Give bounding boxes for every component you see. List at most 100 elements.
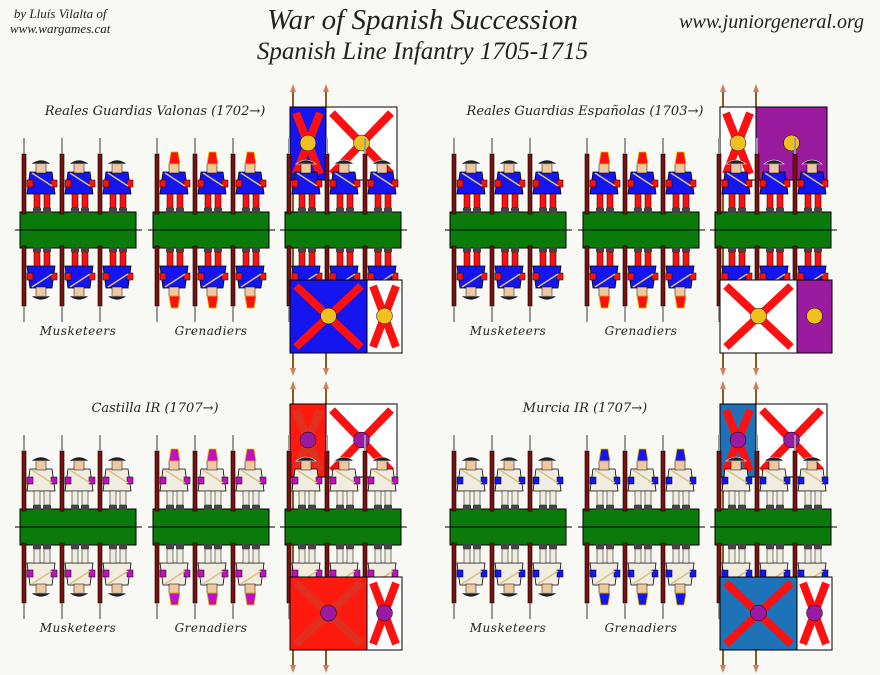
grenadiers-label: Grenadiers bbox=[604, 324, 678, 338]
musketeer-figure bbox=[754, 435, 791, 512]
musketeer-figure bbox=[21, 245, 58, 322]
musketeer-figure bbox=[527, 245, 564, 322]
musketeers-label: Musketeers bbox=[39, 324, 117, 338]
regimental-flag-top bbox=[325, 106, 398, 181]
musketeer-figure bbox=[792, 138, 829, 215]
musketeers-group bbox=[445, 138, 572, 322]
musketeer-figure bbox=[489, 138, 526, 215]
musketeer-figure bbox=[451, 245, 488, 322]
musketeer-figure bbox=[527, 542, 564, 619]
musketeer-figure bbox=[527, 138, 564, 215]
grenadier-figure bbox=[622, 245, 659, 322]
musketeer-figure bbox=[59, 245, 96, 322]
musketeer-figure bbox=[97, 245, 134, 322]
grenadier-figure bbox=[622, 138, 659, 215]
grenadier-figure bbox=[154, 138, 191, 215]
grenadiers-label: Grenadiers bbox=[604, 621, 678, 635]
musketeers-label: Musketeers bbox=[469, 324, 547, 338]
ensign-group bbox=[710, 138, 837, 322]
musketeer-figure bbox=[97, 542, 134, 619]
musketeer-figure bbox=[451, 435, 488, 512]
grenadiers-group bbox=[148, 138, 275, 322]
musketeer-figure bbox=[97, 435, 134, 512]
grenadiers-group bbox=[578, 435, 705, 619]
grenadier-figure bbox=[230, 542, 267, 619]
musketeer-figure bbox=[489, 542, 526, 619]
colonel-flag-bottom bbox=[719, 576, 798, 651]
unit-title: Castilla IR (1707→) bbox=[91, 401, 219, 416]
site-url: www.juniorgeneral.org bbox=[679, 11, 864, 33]
musketeers-group bbox=[445, 435, 572, 619]
musketeers-group bbox=[15, 138, 142, 322]
author-credit: by Lluís Vilalta of www.wargames.cat bbox=[10, 6, 110, 36]
grenadier-figure bbox=[192, 138, 229, 215]
credit-line: by Lluís Vilalta of bbox=[13, 6, 107, 21]
grenadier-figure bbox=[154, 435, 191, 512]
grenadiers-group bbox=[148, 435, 275, 619]
musketeer-figure bbox=[59, 542, 96, 619]
grenadier-figure bbox=[230, 245, 267, 322]
musketeers-label: Musketeers bbox=[39, 621, 117, 635]
grenadier-figure bbox=[660, 542, 697, 619]
grenadier-figure bbox=[584, 138, 621, 215]
colonel-flag-bottom bbox=[719, 279, 798, 354]
regimental-flag-top bbox=[325, 403, 398, 478]
musketeer-figure bbox=[59, 138, 96, 215]
regimental-flag-bottom bbox=[366, 576, 403, 651]
grenadier-figure bbox=[660, 138, 697, 215]
musketeer-figure bbox=[286, 138, 323, 215]
sheet-subtitle: Spanish Line Infantry 1705-1715 bbox=[256, 38, 589, 65]
grenadier-figure bbox=[660, 435, 697, 512]
musketeer-figure bbox=[489, 245, 526, 322]
grenadier-figure bbox=[660, 245, 697, 322]
colonel-flag-bottom bbox=[289, 279, 368, 354]
sheet-title: War of Spanish Succession bbox=[267, 4, 578, 36]
grenadier-figure bbox=[192, 245, 229, 322]
grenadier-figure bbox=[192, 435, 229, 512]
grenadier-figure bbox=[230, 435, 267, 512]
unit-title: Reales Guardias Valonas (1702→) bbox=[44, 104, 266, 119]
musketeer-figure bbox=[59, 435, 96, 512]
musketeer-figure bbox=[21, 138, 58, 215]
grenadier-figure bbox=[154, 245, 191, 322]
regimental-flag-bottom bbox=[796, 279, 833, 354]
musketeer-figure bbox=[754, 138, 791, 215]
musketeer-figure bbox=[716, 435, 753, 512]
credit-url: www.wargames.cat bbox=[10, 21, 111, 36]
grenadiers-label: Grenadiers bbox=[174, 621, 248, 635]
colonel-flag-bottom bbox=[289, 576, 368, 651]
musketeers-group bbox=[15, 435, 142, 619]
grenadier-figure bbox=[584, 245, 621, 322]
grenadiers-group bbox=[578, 138, 705, 322]
musketeer-figure bbox=[324, 138, 361, 215]
regimental-flag-bottom bbox=[796, 576, 833, 651]
musketeer-figure bbox=[362, 138, 399, 215]
musketeer-figure bbox=[792, 435, 829, 512]
grenadier-figure bbox=[192, 542, 229, 619]
grenadier-figure bbox=[154, 542, 191, 619]
musketeer-figure bbox=[97, 138, 134, 215]
musketeer-figure bbox=[362, 435, 399, 512]
regimental-flag-bottom bbox=[366, 279, 403, 354]
musketeer-figure bbox=[716, 138, 753, 215]
musketeers-label: Musketeers bbox=[469, 621, 547, 635]
musketeer-figure bbox=[21, 542, 58, 619]
musketeer-figure bbox=[489, 435, 526, 512]
musketeer-figure bbox=[21, 435, 58, 512]
grenadier-figure bbox=[584, 542, 621, 619]
musketeer-figure bbox=[324, 435, 361, 512]
unit-title: Reales Guardias Españolas (1703→) bbox=[466, 104, 704, 119]
grenadier-figure bbox=[584, 435, 621, 512]
grenadier-figure bbox=[230, 138, 267, 215]
grenadiers-label: Grenadiers bbox=[174, 324, 248, 338]
musketeer-figure bbox=[451, 542, 488, 619]
unit-title: Murcia IR (1707→) bbox=[522, 401, 648, 416]
ensign-group bbox=[710, 435, 837, 619]
musketeer-figure bbox=[286, 435, 323, 512]
grenadier-figure bbox=[622, 542, 659, 619]
grenadier-figure bbox=[622, 435, 659, 512]
musketeer-figure bbox=[527, 435, 564, 512]
musketeer-figure bbox=[451, 138, 488, 215]
